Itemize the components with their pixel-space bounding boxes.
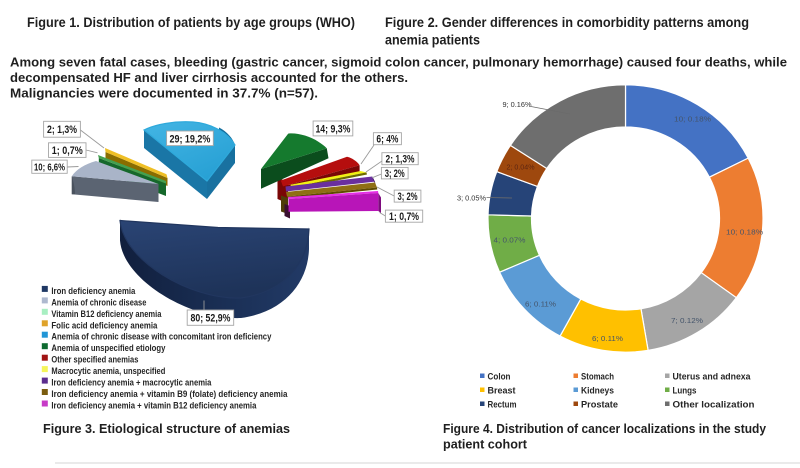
svg-text:14; 9,3%: 14; 9,3% [315,123,350,135]
svg-text:Vitamin B12 deficiency anemia: Vitamin B12 deficiency anemia [51,309,162,319]
svg-text:3; 2%: 3; 2% [385,168,405,180]
svg-text:anemia patients: anemia patients [385,32,480,48]
svg-text:10; 0.18%: 10; 0.18% [674,115,711,124]
svg-text:6; 0.11%: 6; 0.11% [525,300,556,309]
svg-text:Malignancies were documented i: Malignancies were documented in 37.7% (n… [10,87,318,101]
svg-text:4; 0.07%: 4; 0.07% [494,236,526,245]
svg-text:decompensated HF and liver cir: decompensated HF and liver cirrhosis acc… [10,71,408,85]
svg-text:Breast: Breast [488,386,516,396]
svg-text:Uterus and adnexa: Uterus and adnexa [673,372,752,382]
svg-text:Among seven fatal cases, bleed: Among seven fatal cases, bleeding (gastr… [10,56,787,70]
svg-text:Lungs: Lungs [673,386,697,396]
svg-text:10; 6,6%: 10; 6,6% [34,162,65,173]
svg-text:7; 0.12%: 7; 0.12% [671,316,703,325]
svg-text:Other localization: Other localization [673,400,755,410]
svg-text:6; 4%: 6; 4% [376,134,398,146]
svg-text:Figure 3. Etiological structur: Figure 3. Etiological structure of anemi… [43,421,290,436]
svg-text:2; 1,3%: 2; 1,3% [47,124,77,136]
svg-text:2; 1,3%: 2; 1,3% [386,154,415,166]
svg-text:Kidneys: Kidneys [581,386,614,396]
svg-text:Folic acid deficiency anemia: Folic acid deficiency anemia [51,320,158,330]
svg-text:Figure 4. Distribution of canc: Figure 4. Distribution of cancer localiz… [443,421,767,436]
svg-text:Iron deficiency anemia + vitam: Iron deficiency anemia + vitamin B9 (fol… [51,389,288,399]
svg-text:80; 52,9%: 80; 52,9% [190,313,230,325]
svg-text:Figure 2. Gender differences i: Figure 2. Gender differences in comorbid… [385,14,749,30]
svg-text:Macrocytic anemia, unspecified: Macrocytic anemia, unspecified [51,366,165,376]
svg-text:1; 0,7%: 1; 0,7% [52,145,83,157]
svg-text:Anemia of unspecified etiology: Anemia of unspecified etiology [51,343,165,353]
svg-text:patient cohort: patient cohort [443,437,528,452]
svg-text:6; 0.11%: 6; 0.11% [592,334,623,343]
svg-text:3; 2%: 3; 2% [398,191,418,203]
svg-text:3; 0.05%: 3; 0.05% [457,194,486,203]
svg-text:Iron deficiency anemia + vitam: Iron deficiency anemia + vitamin B12 def… [51,401,257,411]
svg-text:1; 0,7%: 1; 0,7% [389,211,419,223]
svg-text:Rectum: Rectum [488,400,517,410]
svg-text:Colon: Colon [488,372,511,382]
svg-text:10; 0.18%: 10; 0.18% [726,228,763,237]
svg-text:Iron deficiency anemia + macro: Iron deficiency anemia + macrocytic anem… [51,378,212,388]
svg-text:Other specified anemias: Other specified anemias [51,355,138,365]
svg-text:2; 0.04%: 2; 0.04% [507,163,535,172]
svg-text:Anemia of chronic disease with: Anemia of chronic disease with concomita… [51,332,271,342]
svg-text:29; 19,2%: 29; 19,2% [169,133,210,145]
svg-text:Anemia of chronic disease: Anemia of chronic disease [51,297,146,307]
svg-text:Figure 1. Distribution of pati: Figure 1. Distribution of patients by ag… [27,14,355,30]
svg-text:Stomach: Stomach [581,372,614,382]
svg-text:Iron deficiency anemia: Iron deficiency anemia [51,286,136,296]
svg-text:9; 0.16%: 9; 0.16% [503,100,532,109]
svg-text:Prostate: Prostate [581,400,618,410]
